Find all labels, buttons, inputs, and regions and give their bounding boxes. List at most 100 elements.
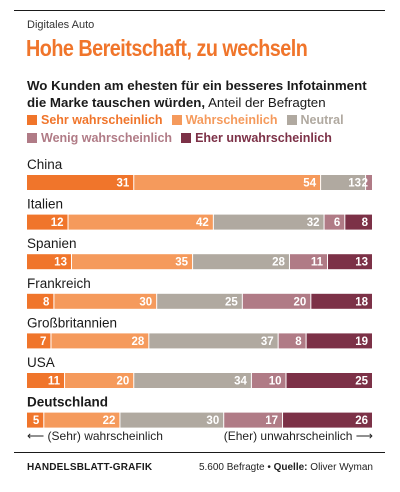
data-label: 18 (355, 296, 368, 308)
data-label: 11 (311, 257, 324, 269)
footer-source: 5.600 Befragte • Quelle: Oliver Wyman (199, 462, 373, 473)
bar-segment (324, 214, 345, 230)
legend-label: Eher unwahrscheinlich (195, 131, 332, 145)
category-label: Großbritannien (27, 315, 117, 330)
legend-item: Wenig wahrscheinlich (27, 129, 172, 147)
bar-segment (242, 293, 311, 309)
data-label: 8 (362, 217, 369, 229)
legend-swatch (27, 115, 37, 125)
data-label: 20 (294, 296, 307, 308)
kicker: Digitales Auto (27, 19, 95, 31)
legend-swatch (181, 133, 192, 143)
bar-segment (286, 373, 372, 388)
bar-segment (27, 373, 65, 388)
category-label: Spanien (27, 236, 77, 251)
category-label: USA (27, 355, 55, 370)
legend: Sehr wahrscheinlich Wahrscheinlich Neutral… (27, 111, 387, 147)
bar-segment (278, 333, 306, 349)
bar-segment (366, 175, 372, 190)
data-label: 2 (362, 178, 368, 190)
bar-segment (311, 293, 372, 309)
data-label: 17 (265, 415, 278, 427)
data-label: 7 (40, 336, 46, 348)
data-label: 31 (116, 178, 129, 190)
data-label: 19 (355, 336, 368, 348)
bar-segment (213, 214, 324, 230)
data-label: 26 (355, 415, 368, 427)
legend-label: Neutral (300, 113, 344, 127)
bar-segment (71, 254, 193, 270)
data-label: 28 (132, 336, 145, 348)
bar-segment (27, 333, 51, 349)
subtitle: Wo Kunden am ehesten für ein besseres In… (27, 77, 387, 111)
data-label: 25 (225, 296, 238, 308)
bar-segment (134, 373, 251, 388)
data-label: 8 (295, 336, 302, 348)
bar-segment (120, 412, 224, 428)
bar-segment (289, 254, 328, 270)
bar-segment (27, 175, 134, 190)
category-label: Frankreich (27, 276, 91, 291)
bar-segment (224, 412, 283, 428)
bar-segment (27, 412, 44, 428)
footer-brand: HANDELSBLATT-GRAFIK (27, 462, 153, 473)
data-label: 5 (33, 415, 40, 427)
legend-item: Sehr wahrscheinlich (27, 111, 163, 129)
category-label: Deutschland (27, 395, 108, 410)
data-label: 10 (269, 376, 282, 388)
bar-segment (27, 214, 68, 230)
category-label: Italien (27, 197, 63, 212)
bar-segment (328, 254, 372, 270)
footer-source-name: Oliver Wyman (310, 462, 373, 473)
bar-segment (27, 254, 71, 270)
top-rule (14, 10, 385, 11)
bar-segment (65, 373, 134, 388)
data-label: 25 (355, 376, 368, 388)
data-label: 54 (303, 178, 316, 190)
data-label: 11 (48, 376, 61, 388)
bar-segment (134, 175, 321, 190)
data-label: 30 (139, 296, 152, 308)
bar-segment (251, 373, 286, 388)
legend-item: Eher unwahrscheinlich (181, 129, 332, 147)
data-label: 32 (307, 217, 320, 229)
legend-swatch (286, 115, 297, 125)
bar-segment (306, 333, 372, 349)
bar-segment (149, 333, 278, 349)
data-label: 20 (116, 376, 129, 388)
bar-segment (68, 214, 213, 230)
bar-segment (283, 412, 372, 428)
subtitle-regular: Anteil der Befragten (208, 95, 326, 110)
bar-segment (157, 293, 242, 309)
legend-item: Neutral (286, 111, 344, 129)
data-label: 12 (51, 217, 64, 229)
bar-segment (54, 293, 157, 309)
bottom-rule (14, 452, 385, 453)
bar-segment (27, 293, 54, 309)
data-label: 37 (261, 336, 274, 348)
data-label: 42 (196, 217, 209, 229)
legend-label: Wenig wahrscheinlich (41, 131, 173, 145)
subtitle-bold: Wo Kunden am ehesten für ein besseres In… (27, 78, 367, 110)
bar-segment (193, 254, 289, 270)
data-label: 30 (206, 415, 219, 427)
note-likely: ⟵ (Sehr) wahrscheinlich (27, 429, 163, 443)
bar-segment (321, 175, 366, 190)
bar-segment (44, 412, 120, 428)
data-label: 8 (43, 296, 50, 308)
footer-source-label: Quelle: (273, 462, 308, 473)
footer-sample: 5.600 Befragte (198, 462, 265, 473)
data-label: 6 (334, 217, 340, 229)
bar-segment (51, 333, 149, 349)
footer-bullet: • (267, 462, 274, 473)
data-label: 34 (234, 376, 247, 388)
legend-label: Wahrscheinlich (185, 113, 278, 127)
legend-item: Wahrscheinlich (171, 111, 278, 129)
legend-swatch (171, 115, 182, 125)
data-label: 13 (348, 178, 361, 190)
data-label: 28 (272, 257, 285, 269)
category-label: China (27, 157, 63, 172)
headline: Hohe Bereitschaft, zu wechseln (26, 35, 308, 61)
